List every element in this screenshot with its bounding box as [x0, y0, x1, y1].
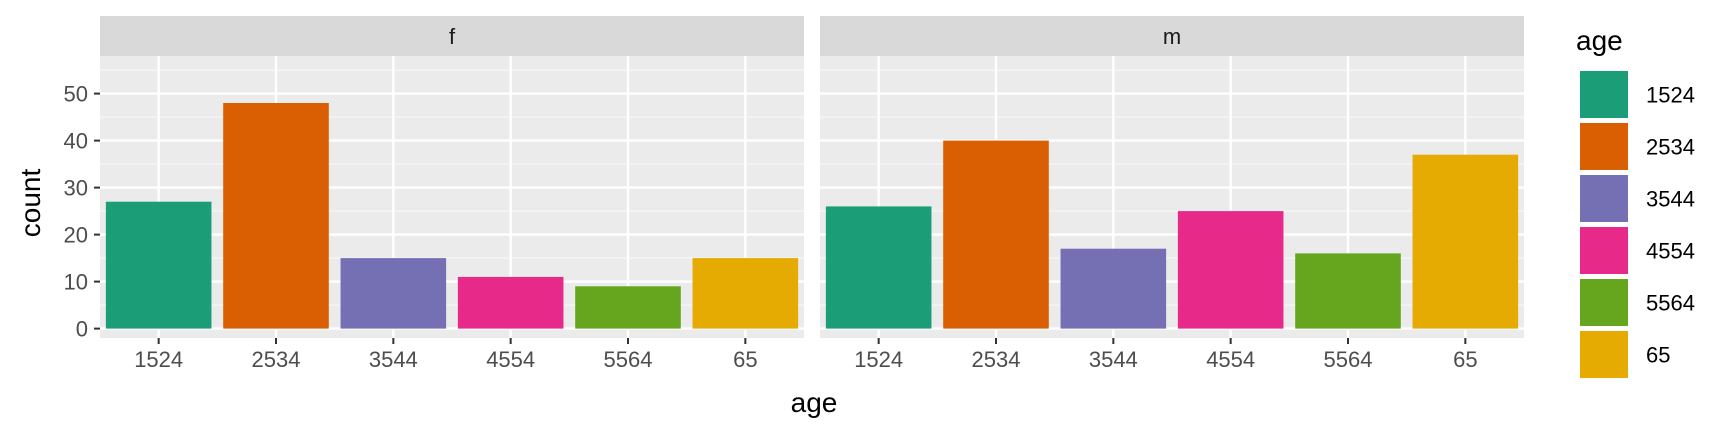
- bar-m-65: [1412, 154, 1519, 329]
- x-tick-label: 65: [1453, 347, 1477, 372]
- facet-strip-label: m: [1163, 24, 1181, 49]
- x-tick-label: 3544: [1089, 347, 1138, 372]
- legend-key-1524: [1580, 71, 1628, 118]
- x-tick-label: 65: [733, 347, 757, 372]
- facet-strip: [820, 16, 1524, 56]
- facet-strip-label: f: [449, 24, 456, 49]
- legend-label: 65: [1646, 343, 1670, 368]
- y-tick-label: 10: [64, 270, 88, 295]
- x-tick-label: 4554: [486, 347, 535, 372]
- bar-m-3544: [1060, 248, 1167, 329]
- bar-f-1524: [105, 201, 212, 329]
- legend: age 1524 2534 3544 4554 5564 65: [1576, 25, 1695, 378]
- legend-title: age: [1576, 25, 1623, 56]
- bar-f-3544: [340, 258, 447, 329]
- facet-strip: [100, 16, 804, 56]
- legend-key-65: [1580, 331, 1628, 378]
- legend-key-4554: [1580, 227, 1628, 274]
- y-tick-label: 0: [76, 317, 88, 342]
- x-tick-label: 1524: [134, 347, 183, 372]
- x-tick-label: 5564: [1324, 347, 1373, 372]
- plot-background: [100, 56, 804, 338]
- x-tick-label: 3544: [369, 347, 418, 372]
- x-tick-label: 1524: [854, 347, 903, 372]
- legend-key-5564: [1580, 279, 1628, 326]
- bar-m-4554: [1177, 211, 1284, 329]
- bar-f-5564: [575, 286, 681, 329]
- bar-m-2534: [943, 140, 1049, 329]
- x-tick-label: 4554: [1206, 347, 1255, 372]
- y-tick-label: 50: [64, 82, 88, 107]
- plot-background: [820, 56, 1524, 338]
- y-axis-title: count: [15, 169, 46, 238]
- x-tick-label: 2534: [972, 347, 1021, 372]
- legend-label: 5564: [1646, 291, 1695, 316]
- legend-label: 1524: [1646, 83, 1695, 108]
- x-tick-label: 5564: [604, 347, 653, 372]
- bar-f-4554: [457, 276, 564, 329]
- facet-panel-m: m 1524 2534 3544 4554 5564 65: [820, 16, 1524, 372]
- x-tick-label: 2534: [252, 347, 301, 372]
- legend-label: 3544: [1646, 187, 1695, 212]
- y-tick-label: 20: [64, 223, 88, 248]
- bar-f-2534: [223, 103, 329, 329]
- panels-layer: f 1524 2534 3544 4554 5564 65 m 1524 2534 3544 4554…: [100, 16, 1524, 372]
- y-axis: 0 10 20 30 40 50: [64, 82, 100, 342]
- bar-f-65: [692, 258, 799, 329]
- bar-m-1524: [825, 206, 932, 329]
- legend-label: 4554: [1646, 239, 1695, 264]
- legend-label: 2534: [1646, 135, 1695, 160]
- facet-panel-f: f 1524 2534 3544 4554 5564 65: [100, 16, 804, 372]
- y-tick-label: 40: [64, 129, 88, 154]
- y-tick-label: 30: [64, 176, 88, 201]
- legend-key-2534: [1580, 123, 1628, 170]
- legend-key-3544: [1580, 175, 1628, 222]
- bar-m-5564: [1295, 253, 1401, 329]
- x-axis-title: age: [791, 387, 838, 418]
